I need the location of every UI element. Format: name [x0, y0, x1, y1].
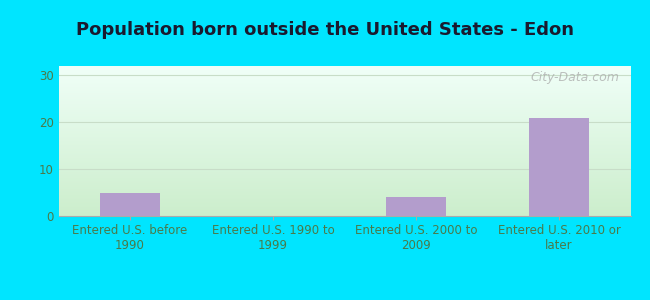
Text: City-Data.com: City-Data.com: [530, 70, 619, 83]
Bar: [386, 197, 446, 216]
Text: Population born outside the United States - Edon: Population born outside the United State…: [76, 21, 574, 39]
Bar: [100, 193, 160, 216]
Bar: [529, 118, 589, 216]
